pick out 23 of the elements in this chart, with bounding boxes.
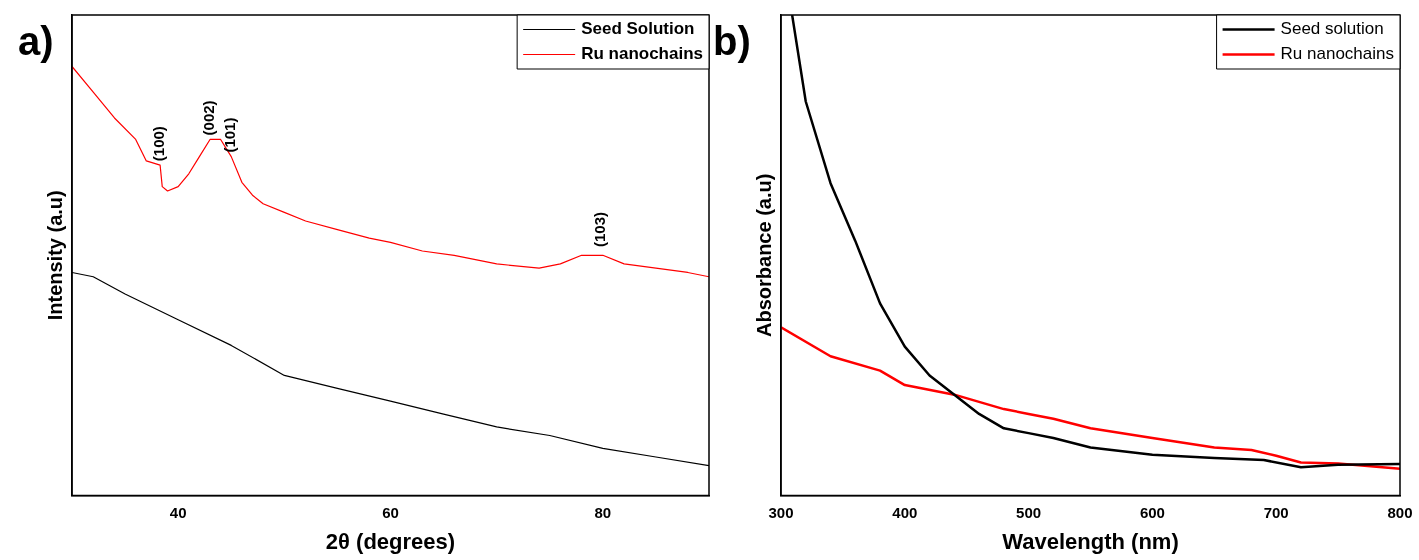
x-tick-label: 300 (768, 503, 794, 521)
annotation: (002) (200, 100, 218, 136)
x-tick-label: 400 (892, 503, 918, 521)
x-tick-label: 600 (1139, 503, 1165, 521)
annotation: (100) (150, 126, 168, 162)
chart-title: a) (18, 19, 54, 64)
x-axis-title: Wavelength (nm) (1002, 528, 1179, 554)
x-axis-title: 2θ (degrees) (325, 528, 456, 554)
x-tick-label: 500 (1016, 503, 1042, 521)
legend-label: Ru nanochains (581, 44, 704, 64)
legend-label: Ru nanochains (1280, 44, 1395, 64)
annotation: (103) (590, 211, 608, 248)
x-tick-label: 40 (169, 503, 187, 521)
y-axis-title: Intensity (a.u) (43, 190, 66, 321)
x-tick-label: 700 (1263, 503, 1289, 521)
legend-label: Seed solution (1280, 19, 1384, 39)
x-tick-label: 800 (1387, 503, 1413, 521)
x-tick-label: 80 (594, 503, 612, 521)
legend-label: Seed Solution (581, 19, 695, 39)
chart-title: b) (713, 19, 751, 64)
y-axis-title: Absorbance (a.u) (752, 173, 775, 337)
annotation: (101) (221, 117, 239, 153)
x-tick-label: 60 (382, 503, 399, 521)
